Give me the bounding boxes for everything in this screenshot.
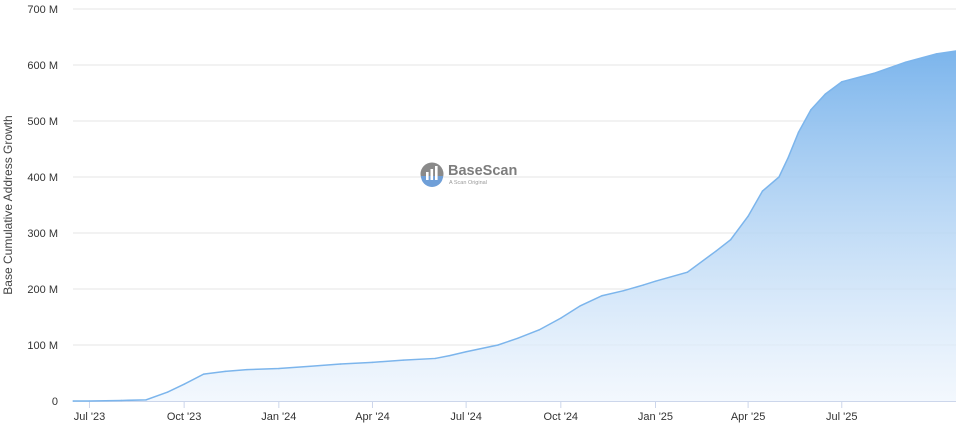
data-point bbox=[686, 271, 689, 274]
data-point bbox=[729, 238, 732, 241]
y-tick-label: 100 M bbox=[27, 340, 58, 352]
data-point bbox=[309, 365, 312, 368]
series-layer bbox=[72, 50, 956, 402]
series-area bbox=[73, 51, 956, 401]
data-point bbox=[183, 383, 185, 386]
data-point bbox=[872, 72, 875, 75]
data-point bbox=[622, 289, 625, 292]
data-point bbox=[797, 131, 800, 133]
data-point bbox=[166, 391, 169, 393]
y-tick-label: 200 M bbox=[27, 284, 58, 296]
x-tick-label: Jul '23 bbox=[74, 411, 105, 423]
data-point bbox=[654, 280, 657, 282]
data-point bbox=[224, 370, 227, 373]
x-tick-label: Apr '24 bbox=[355, 411, 390, 423]
watermark-brand: BaseScan bbox=[448, 163, 517, 179]
data-point bbox=[810, 109, 812, 111]
data-point bbox=[72, 400, 74, 402]
data-point bbox=[935, 53, 938, 55]
y-tick-label: 700 M bbox=[27, 4, 58, 16]
data-point bbox=[202, 373, 205, 375]
data-point bbox=[516, 337, 519, 340]
data-point bbox=[642, 284, 644, 286]
data-point bbox=[278, 367, 280, 370]
y-tick-label: 500 M bbox=[27, 116, 58, 128]
data-point bbox=[560, 317, 562, 319]
data-point bbox=[787, 156, 790, 159]
data-point bbox=[371, 361, 374, 364]
x-tick-label: Jan '24 bbox=[261, 411, 296, 423]
y-axis-title: Base Cumulative Address Growth bbox=[1, 115, 15, 294]
y-axis: 0 100 M 200 M 300 M 400 M 500 M 600 M 700 M bbox=[27, 4, 58, 408]
x-tick-label: Apr '25 bbox=[731, 411, 766, 423]
data-point bbox=[840, 81, 843, 83]
x-tick-label: Jan '25 bbox=[638, 411, 673, 423]
y-tick-label: 300 M bbox=[27, 228, 58, 240]
x-tick-label: Jul '24 bbox=[450, 411, 481, 423]
x-axis: Jul '23 Oct '23 Jan '24 Apr '24 Jul '24 Oct '… bbox=[73, 401, 956, 423]
data-point bbox=[601, 294, 603, 297]
y-tick-label: 0 bbox=[52, 396, 58, 408]
data-point bbox=[747, 215, 749, 217]
data-point bbox=[465, 350, 467, 353]
data-point bbox=[120, 399, 123, 402]
gridlines bbox=[73, 8, 956, 346]
basescan-watermark: BaseScan A Scan Original bbox=[420, 162, 517, 187]
data-point bbox=[761, 190, 764, 192]
x-tick-label: Jul '25 bbox=[826, 411, 857, 423]
x-tick-label: Oct '23 bbox=[167, 411, 202, 423]
data-point bbox=[88, 400, 91, 402]
data-point bbox=[715, 250, 718, 252]
data-point bbox=[448, 354, 451, 357]
data-point bbox=[402, 359, 405, 361]
y-tick-label: 600 M bbox=[27, 60, 58, 72]
data-point bbox=[497, 344, 499, 346]
data-point bbox=[246, 368, 248, 371]
x-tick-label: Oct '24 bbox=[544, 411, 579, 423]
y-tick-label: 400 M bbox=[27, 172, 58, 184]
data-point bbox=[538, 329, 540, 331]
watermark-tagline: A Scan Original bbox=[449, 180, 487, 186]
data-point bbox=[145, 399, 147, 401]
data-point bbox=[434, 357, 437, 360]
data-point bbox=[904, 61, 907, 63]
data-point bbox=[824, 93, 827, 95]
data-point bbox=[339, 363, 342, 365]
data-point bbox=[778, 176, 780, 178]
data-point bbox=[579, 305, 582, 307]
basescan-logo-icon bbox=[420, 162, 444, 187]
